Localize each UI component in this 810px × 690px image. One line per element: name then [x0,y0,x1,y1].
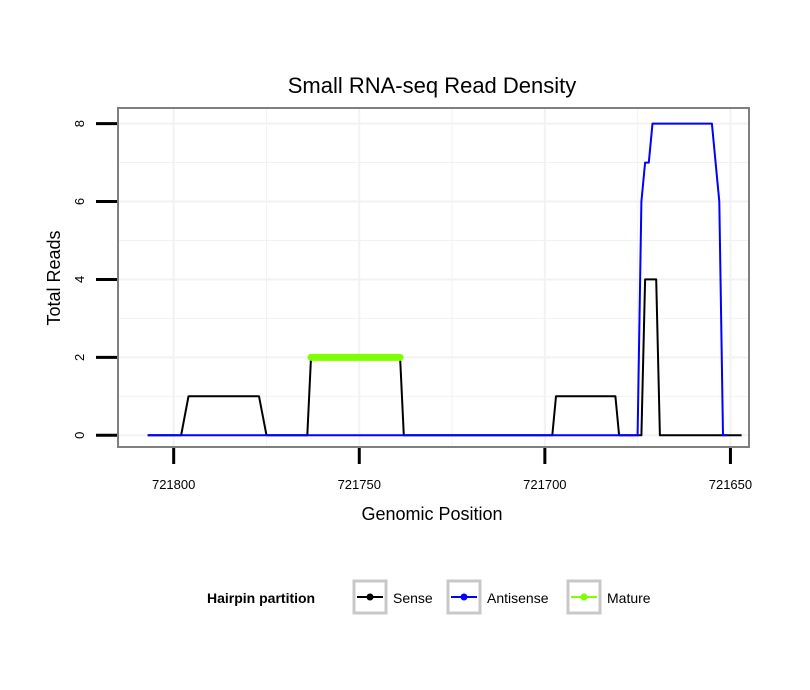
y-tick-label: 8 [72,120,87,127]
y-tick-label: 4 [72,276,87,283]
series-layer [147,122,742,437]
grid [118,108,749,447]
series-line-antisense [147,122,727,437]
plot-background [118,108,749,447]
legend-key-dot [580,593,588,601]
legend-item-antisense: Antisense [446,579,549,615]
legend-label: Mature [607,590,651,606]
legend-label: Sense [393,590,433,606]
legend-title: Hairpin partition [207,590,315,606]
legend-key-dot [460,593,468,601]
plot-border [117,107,750,448]
chart-title: Small RNA-seq Read Density [288,73,577,98]
y-axis: 0 2 4 6 8 [72,120,117,439]
legend: Hairpin partition Sense Antisense Mature [207,579,651,615]
x-tick-label: 721700 [523,477,566,492]
x-tick-label: 721750 [338,477,381,492]
legend-item-mature: Mature [566,579,651,615]
x-tick-label: 721800 [152,477,195,492]
y-tick-label: 6 [72,198,87,205]
x-tick-label: 721650 [709,477,752,492]
y-tick-label: 2 [72,354,87,361]
y-axis-title: Total Reads [44,230,64,325]
x-axis: 721800 721750 721700 721650 [152,448,752,492]
legend-item-sense: Sense [352,579,433,615]
legend-label: Antisense [487,590,549,606]
y-tick-label: 0 [72,432,87,439]
x-axis-title: Genomic Position [361,504,502,524]
legend-key-dot [366,593,374,601]
